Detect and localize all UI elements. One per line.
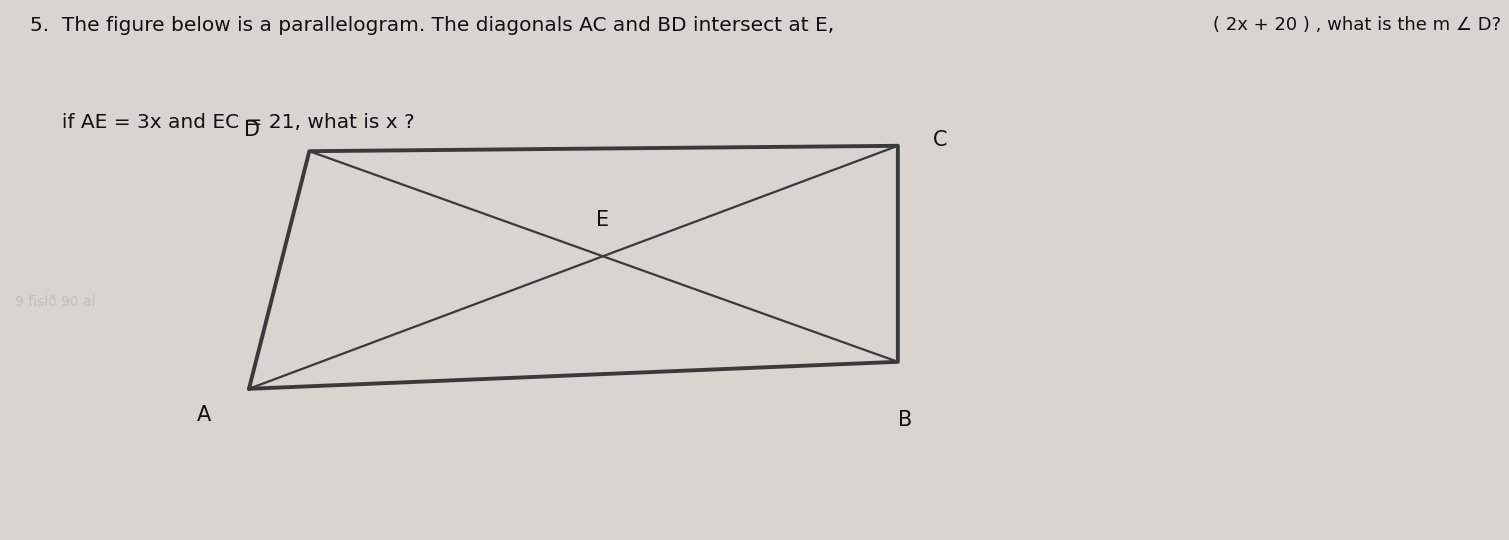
Text: A: A	[196, 405, 211, 425]
Text: 5.  The figure below is a parallelogram. The diagonals AC and BD intersect at E,: 5. The figure below is a parallelogram. …	[30, 16, 834, 35]
Text: ( 2x + 20 ) , what is the m ∠ D?: ( 2x + 20 ) , what is the m ∠ D?	[1213, 16, 1501, 34]
Text: B: B	[898, 410, 913, 430]
Text: D: D	[243, 119, 260, 140]
Text: E: E	[596, 210, 610, 230]
Text: 9 fislð 90 al: 9 fislð 90 al	[15, 295, 95, 309]
Text: if AE = 3x and EC = 21, what is x ?: if AE = 3x and EC = 21, what is x ?	[30, 113, 415, 132]
Text: C: C	[933, 130, 948, 151]
